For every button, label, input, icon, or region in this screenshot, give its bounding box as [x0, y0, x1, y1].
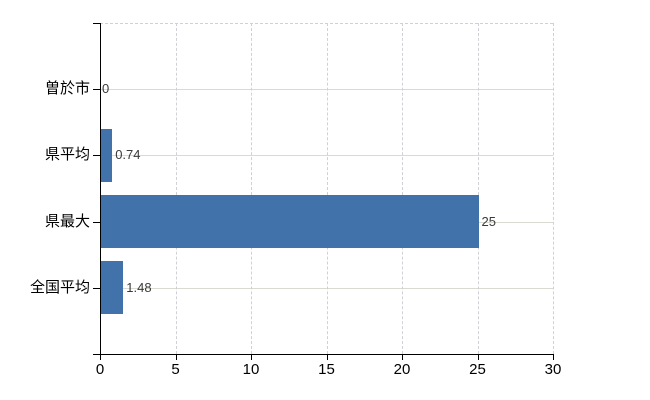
x-tick — [175, 354, 177, 360]
category-label: 県平均 — [44, 146, 90, 164]
x-tick — [553, 354, 554, 360]
bar — [101, 128, 113, 182]
x-tick-label: 25 — [469, 361, 486, 378]
x-gridline — [175, 23, 177, 354]
x-tick-label: 15 — [318, 361, 335, 378]
x-tick — [326, 354, 328, 360]
x-tick — [100, 354, 101, 360]
x-gridline — [251, 23, 252, 354]
y-axis-line — [100, 23, 101, 355]
y-tick — [93, 23, 100, 24]
x-gridline — [553, 23, 554, 354]
y-tick — [93, 287, 100, 289]
y-tick — [93, 155, 100, 157]
plot-top-border — [100, 23, 553, 24]
x-gridline — [326, 23, 328, 354]
x-tick — [251, 354, 252, 360]
x-tick-label: 20 — [393, 361, 411, 378]
bar-value-label: 0 — [102, 81, 110, 97]
x-tick-label: 0 — [95, 361, 105, 378]
bar-value-label: 25 — [481, 213, 496, 229]
category-label: 曽於市 — [44, 80, 90, 98]
bar — [101, 195, 479, 249]
bar-value-label: 0.74 — [115, 147, 141, 163]
category-label: 全国平均 — [29, 278, 90, 296]
x-tick-label: 5 — [171, 361, 180, 378]
category-label: 県最大 — [44, 212, 90, 230]
bar-value-label: 1.48 — [126, 279, 152, 295]
x-gridline — [402, 23, 403, 354]
bar — [101, 261, 124, 315]
x-tick-label: 10 — [242, 361, 260, 378]
y-tick — [93, 89, 100, 91]
x-tick-label: 30 — [544, 361, 562, 378]
y-tick — [93, 354, 100, 355]
x-tick — [477, 354, 479, 360]
y-tick — [93, 221, 100, 223]
x-gridline — [477, 23, 479, 354]
x-tick — [402, 354, 403, 360]
